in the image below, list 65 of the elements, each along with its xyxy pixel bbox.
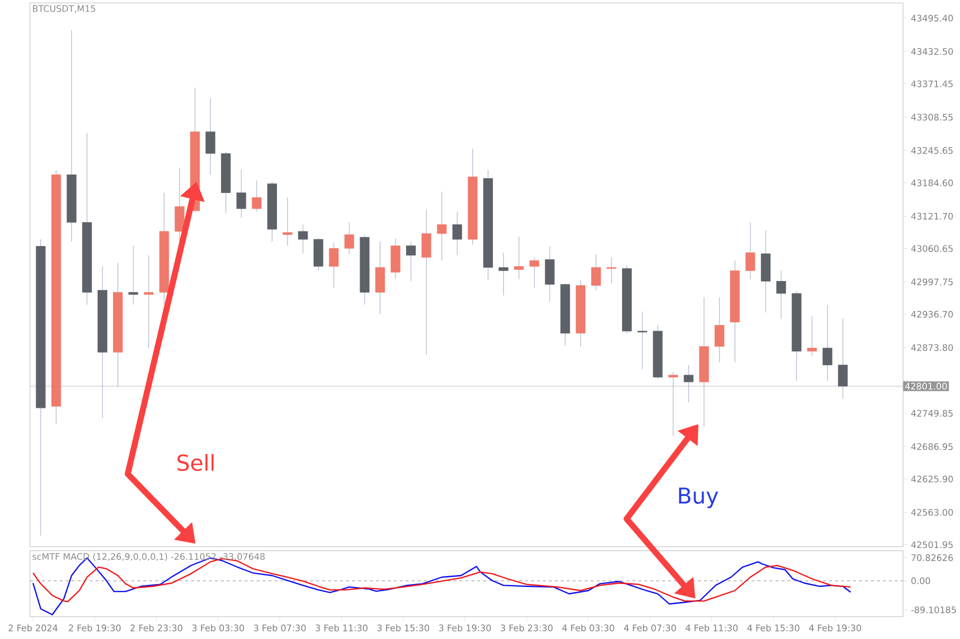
- candlestick: [606, 257, 616, 284]
- candlestick: [236, 170, 246, 218]
- candlestick: [591, 254, 601, 291]
- y-tick-label: 42749.85: [911, 410, 953, 417]
- y-tick-label: 43308.55: [911, 114, 953, 121]
- candlestick: [452, 212, 462, 256]
- y-tick-label: 42686.95: [911, 443, 953, 450]
- annotation: Sell: [178, 454, 214, 472]
- y-tick-label: 43121.70: [911, 213, 953, 220]
- candlestick: [128, 246, 138, 306]
- x-tick-label: 3 Feb 07:30: [254, 624, 306, 632]
- x-tick-label: 2 Feb 23:30: [130, 624, 182, 632]
- y-tick-label: 43245.65: [911, 147, 953, 154]
- candlestick: [514, 236, 524, 280]
- y-tick-label: 43371.45: [911, 80, 953, 88]
- x-tick-label: 4 Feb 15:30: [747, 624, 800, 632]
- y-tick-label: 42873.80: [911, 344, 953, 352]
- x-tick-label: 3 Feb 03:30: [192, 624, 244, 632]
- candlestick: [252, 180, 262, 212]
- candlestick: [406, 241, 416, 282]
- y-tick-label: 42625.90: [911, 476, 953, 483]
- chart-title: BTCUSDT,M15: [32, 5, 96, 14]
- candlestick: [344, 222, 354, 255]
- candlestick: [684, 364, 694, 403]
- candlestick: [436, 192, 447, 262]
- y-tick-label: 42563.00: [911, 509, 953, 516]
- candlestick: [328, 242, 339, 289]
- y-tick-label: 43495.40: [911, 14, 953, 22]
- x-tick-label: 3 Feb 15:30: [377, 624, 430, 632]
- y-tick-label: 70.82626: [912, 554, 953, 562]
- candlestick: [422, 210, 432, 356]
- y-tick-label: 43060.65: [911, 245, 953, 252]
- x-tick-label: 4 Feb 19:30: [809, 624, 862, 632]
- candlestick: [282, 197, 292, 246]
- candlestick: [638, 311, 648, 370]
- candlestick: [144, 255, 154, 349]
- ref-line-label: 42801.00: [905, 383, 947, 390]
- chart-title: scMTF MACD (12,26,9,0,0,0,1) -26.11052 -33.07648: [32, 553, 265, 562]
- x-tick-label: 4 Feb 11:30: [686, 624, 738, 632]
- x-tick-label: 3 Feb 23:30: [500, 624, 553, 632]
- x-tick-label: 2 Feb 2024: [8, 624, 58, 632]
- y-tick-label: 43432.50: [911, 48, 953, 56]
- y-tick-label: 42997.75: [911, 278, 953, 286]
- candlestick: [807, 316, 817, 357]
- x-tick-label: 2 Feb 19:30: [68, 624, 121, 632]
- candlestick: [206, 98, 216, 176]
- y-tick-label: -89.10185: [911, 606, 956, 614]
- annotation: Buy: [679, 488, 718, 508]
- y-tick-label: 42501.95: [911, 542, 953, 548]
- candlestick: [530, 257, 540, 288]
- y-tick-label: 43184.60: [911, 180, 953, 186]
- candlestick: [776, 270, 786, 319]
- candlestick: [838, 318, 848, 400]
- candlestick: [822, 304, 832, 382]
- y-tick-label: 42936.70: [911, 311, 953, 318]
- candlestick: [714, 297, 724, 363]
- candlestick: [298, 224, 308, 254]
- x-tick-label: 3 Feb 19:30: [439, 624, 491, 632]
- x-tick-label: 4 Feb 03:30: [562, 624, 614, 632]
- candlestick: [498, 252, 508, 296]
- x-tick-label: 3 Feb 11:30: [316, 624, 368, 632]
- x-tick-label: 4 Feb 07:30: [624, 624, 676, 632]
- y-tick-label: 0.00: [911, 578, 930, 584]
- candlestick: [745, 222, 756, 280]
- candlestick: [668, 372, 678, 437]
